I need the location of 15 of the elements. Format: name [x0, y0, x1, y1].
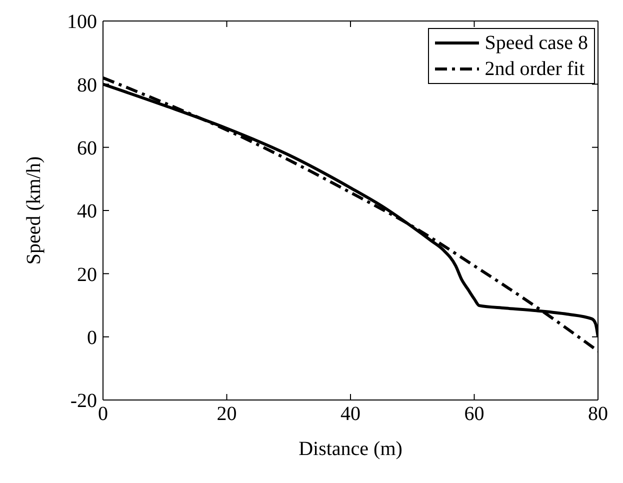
x-tick-label: 80 — [588, 403, 608, 426]
legend-label: Speed case 8 — [484, 31, 588, 56]
x-tick-label: 40 — [340, 403, 360, 426]
x-tick-label: 20 — [216, 403, 237, 426]
y-tick-label: 100 — [67, 11, 97, 34]
y-tick-label: -20 — [70, 390, 97, 412]
y-tick-label: 60 — [77, 137, 97, 160]
y-tick-label: 80 — [77, 74, 97, 96]
y-tick-label: 0 — [87, 326, 97, 349]
y-tick-label: 40 — [77, 200, 97, 223]
y-tick-label: 20 — [77, 264, 97, 286]
x-axis-title: Distance (m) — [298, 438, 402, 460]
legend-label: 2nd order fit — [484, 57, 585, 82]
x-tick-label: 60 — [464, 403, 484, 426]
y-axis-title: Speed (km/h) — [23, 156, 46, 265]
